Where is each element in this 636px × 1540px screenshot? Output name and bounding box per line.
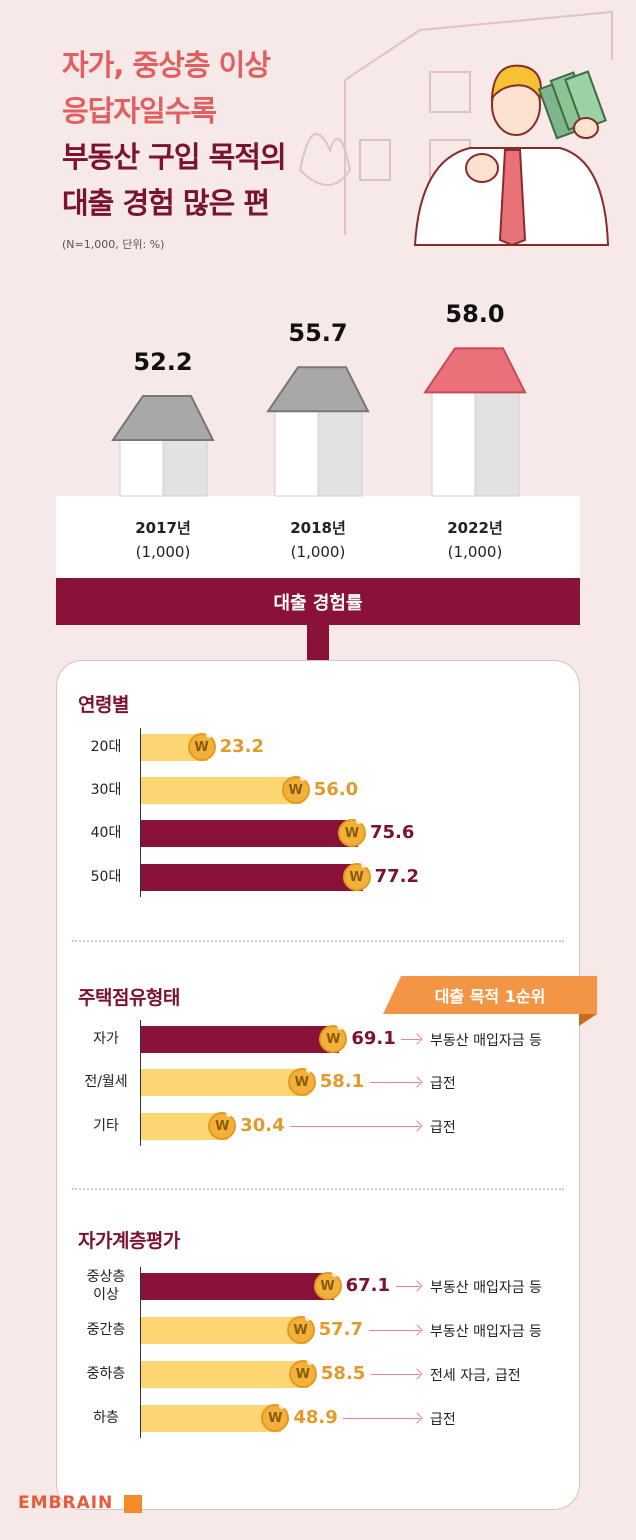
section-title: 연령별 (78, 694, 129, 716)
bar-value-label: 58.5 (320, 1363, 366, 1384)
bar-axis (140, 1020, 141, 1146)
house-value-label: 55.7 (288, 319, 348, 348)
purpose-arrow-icon (370, 1374, 420, 1375)
purpose-arrow-icon (343, 1418, 420, 1419)
title-line-4: 대출 경험 많은 편 (62, 186, 270, 220)
bar (141, 1069, 308, 1096)
category-label: 20대 (90, 739, 122, 755)
bar (141, 1405, 282, 1432)
category-label: 40대 (90, 825, 122, 841)
purpose-label: 부동산 매입자금 등 (430, 1280, 542, 1296)
bar-value-label: 69.1 (351, 1028, 396, 1049)
purpose-arrow-icon (290, 1126, 420, 1127)
title-line-3: 부동산 구입 목적의 (62, 140, 287, 174)
category-label: 중하층 (86, 1366, 126, 1382)
won-coin-icon: W (337, 818, 366, 847)
rate-label-bar: 대출 경험률 (56, 578, 580, 625)
title-line-2: 응답자일수록 (62, 94, 217, 128)
bar (141, 1273, 334, 1300)
bar-value-label: 75.6 (369, 822, 415, 843)
won-coin-icon: W (342, 862, 371, 891)
year-label-band (56, 496, 580, 578)
bar (141, 1361, 309, 1388)
category-label: 자가 (93, 1031, 119, 1047)
bar-value-label: 23.2 (219, 736, 264, 757)
money-fan-icon (537, 70, 607, 140)
brand-logo: EMBRAIN (18, 1493, 114, 1513)
won-coin-icon: W (319, 1024, 348, 1053)
section-divider (72, 940, 564, 942)
purpose-arrow-icon (401, 1039, 420, 1040)
bar (141, 1317, 307, 1344)
category-label: 기타 (93, 1118, 119, 1134)
house-bar (111, 394, 215, 497)
category-label: 30대 (90, 782, 122, 798)
brand-mark-icon (124, 1495, 142, 1513)
bar (141, 820, 358, 847)
header-illustration (298, 10, 613, 247)
house-value-label: 58.0 (445, 300, 505, 329)
house-value-label: 52.2 (133, 347, 193, 376)
section-title: 주택점유형태 (78, 987, 180, 1009)
bar-value-label: 58.1 (319, 1071, 365, 1092)
category-label: 전/월세 (84, 1074, 128, 1090)
purpose-label: 급전 (430, 1412, 456, 1428)
won-coin-icon: W (261, 1403, 290, 1432)
bar-axis (140, 1267, 141, 1438)
category-label: 중간층 (86, 1322, 126, 1338)
year-label: 2017년 (135, 519, 191, 537)
bar-value-label: 30.4 (240, 1115, 285, 1136)
year-label: 2018년 (290, 519, 346, 537)
bar-value-label: 67.1 (345, 1275, 390, 1296)
house-bar (423, 347, 527, 497)
year-label: 2022년 (447, 519, 503, 537)
bar (141, 1026, 340, 1053)
section-title: 자가계층평가 (78, 1230, 180, 1252)
won-coin-icon: W (187, 732, 216, 761)
purpose-badge: 대출 목적 1순위 (383, 976, 597, 1014)
bar (141, 864, 363, 891)
category-label: 50대 (90, 869, 122, 885)
won-coin-icon: W (208, 1111, 237, 1140)
won-coin-icon: W (288, 1359, 317, 1388)
won-coin-icon: W (286, 1315, 315, 1344)
section-divider (72, 1188, 564, 1190)
sample-size-label: (1,000) (290, 543, 346, 561)
title-line-1: 자가, 중상층 이상 (62, 48, 271, 82)
sample-size-label: (1,000) (447, 543, 503, 561)
house-bar-chart (111, 347, 527, 497)
purpose-arrow-icon (368, 1330, 420, 1331)
bar (141, 777, 302, 804)
category-label: 하층 (93, 1410, 119, 1426)
bar-value-label: 56.0 (313, 779, 359, 800)
businessman-icon (413, 64, 610, 247)
purpose-label: 급전 (430, 1076, 456, 1092)
purpose-arrow-icon (395, 1286, 420, 1287)
purpose-label: 부동산 매입자금 등 (430, 1033, 542, 1049)
won-coin-icon: W (313, 1271, 342, 1300)
purpose-label: 급전 (430, 1120, 456, 1136)
category-label: 중상층 이상 (86, 1269, 126, 1303)
purpose-arrow-icon (369, 1082, 420, 1083)
unit-note: (N=1,000, 단위: %) (62, 238, 165, 251)
bar-axis (140, 728, 141, 897)
purpose-label: 전세 자금, 급전 (430, 1368, 521, 1384)
won-coin-icon: W (281, 775, 310, 804)
won-coin-icon: W (287, 1067, 316, 1096)
purpose-label: 부동산 매입자금 등 (430, 1324, 542, 1340)
sample-size-label: (1,000) (135, 543, 191, 561)
bar-value-label: 57.7 (318, 1319, 364, 1340)
badge-fold (579, 1014, 597, 1026)
house-bar (266, 366, 370, 497)
bar-value-label: 77.2 (374, 866, 419, 887)
bar-value-label: 48.9 (293, 1407, 338, 1428)
